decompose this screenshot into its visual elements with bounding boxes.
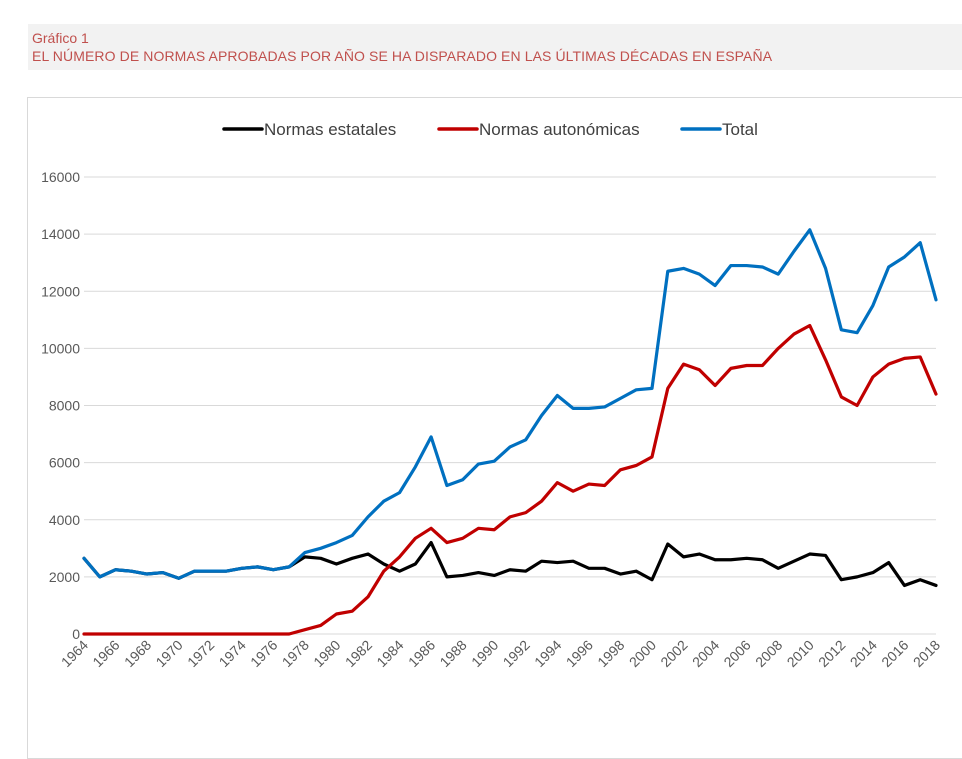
line-chart: Normas estatales Normas autonómicas Total … (41, 120, 943, 670)
x-tick-label: 2012 (815, 637, 848, 670)
x-tick-label: 1992 (500, 637, 533, 670)
series-lines (82, 228, 938, 636)
x-tick-label: 2006 (720, 637, 753, 670)
x-tick-label: 2002 (657, 637, 690, 670)
y-tick-label: 16000 (41, 169, 80, 185)
x-tick-label: 1968 (121, 637, 154, 670)
x-tick-label: 1974 (216, 637, 249, 670)
x-tick-label: 2014 (847, 637, 880, 670)
legend-label-total: Total (722, 120, 758, 139)
y-axis-ticks: 0 2000 4000 6000 8000 10000 12000 14000 16000 (41, 169, 80, 642)
y-tick-label: 8000 (49, 398, 80, 414)
x-tick-label: 1972 (184, 637, 217, 670)
x-tick-label: 1996 (563, 637, 596, 670)
y-tick-label: 12000 (41, 283, 80, 299)
x-tick-label: 1980 (310, 637, 343, 670)
figure-title: EL NÚMERO DE NORMAS APROBADAS POR AÑO SE… (32, 48, 773, 64)
figure-caption: Gráfico 1 EL NÚMERO DE NORMAS APROBADAS … (28, 24, 962, 70)
x-tick-label: 2000 (626, 637, 659, 670)
x-tick-label: 2018 (910, 637, 943, 670)
x-axis-ticks: 1964196619681970197219741976197819801982… (58, 637, 943, 670)
x-tick-label: 2008 (752, 637, 785, 670)
figure-number: Gráfico 1 (32, 30, 89, 46)
x-tick-label: 1988 (436, 637, 469, 670)
gridlines (84, 176, 936, 635)
y-tick-label: 6000 (49, 455, 80, 471)
series-line-autonomicas (82, 323, 938, 636)
x-tick-label: 2010 (784, 637, 817, 670)
x-tick-label: 1984 (373, 637, 406, 670)
x-tick-label: 1994 (531, 637, 564, 670)
series-line-estatales (82, 541, 938, 588)
series-line-total (82, 228, 938, 580)
x-tick-label: 1976 (247, 637, 280, 670)
y-tick-label: 0 (72, 626, 80, 642)
chart-frame: Normas estatales Normas autonómicas Total … (27, 97, 962, 759)
y-tick-label: 10000 (41, 340, 80, 356)
x-tick-label: 1986 (405, 637, 438, 670)
x-tick-label: 1970 (152, 637, 185, 670)
x-tick-label: 1964 (58, 637, 91, 670)
x-tick-label: 1982 (342, 637, 375, 670)
y-tick-label: 2000 (49, 569, 80, 585)
x-tick-label: 2016 (878, 637, 911, 670)
legend-label-autonomicas: Normas autonómicas (479, 120, 640, 139)
y-tick-label: 4000 (49, 512, 80, 528)
x-tick-label: 1978 (279, 637, 312, 670)
y-tick-label: 14000 (41, 226, 80, 242)
legend-label-estatales: Normas estatales (264, 120, 396, 139)
x-tick-label: 1966 (89, 637, 122, 670)
x-tick-label: 1998 (594, 637, 627, 670)
legend: Normas estatales Normas autonómicas Total (222, 120, 758, 139)
x-tick-label: 1990 (468, 637, 501, 670)
x-tick-label: 2004 (689, 637, 722, 670)
